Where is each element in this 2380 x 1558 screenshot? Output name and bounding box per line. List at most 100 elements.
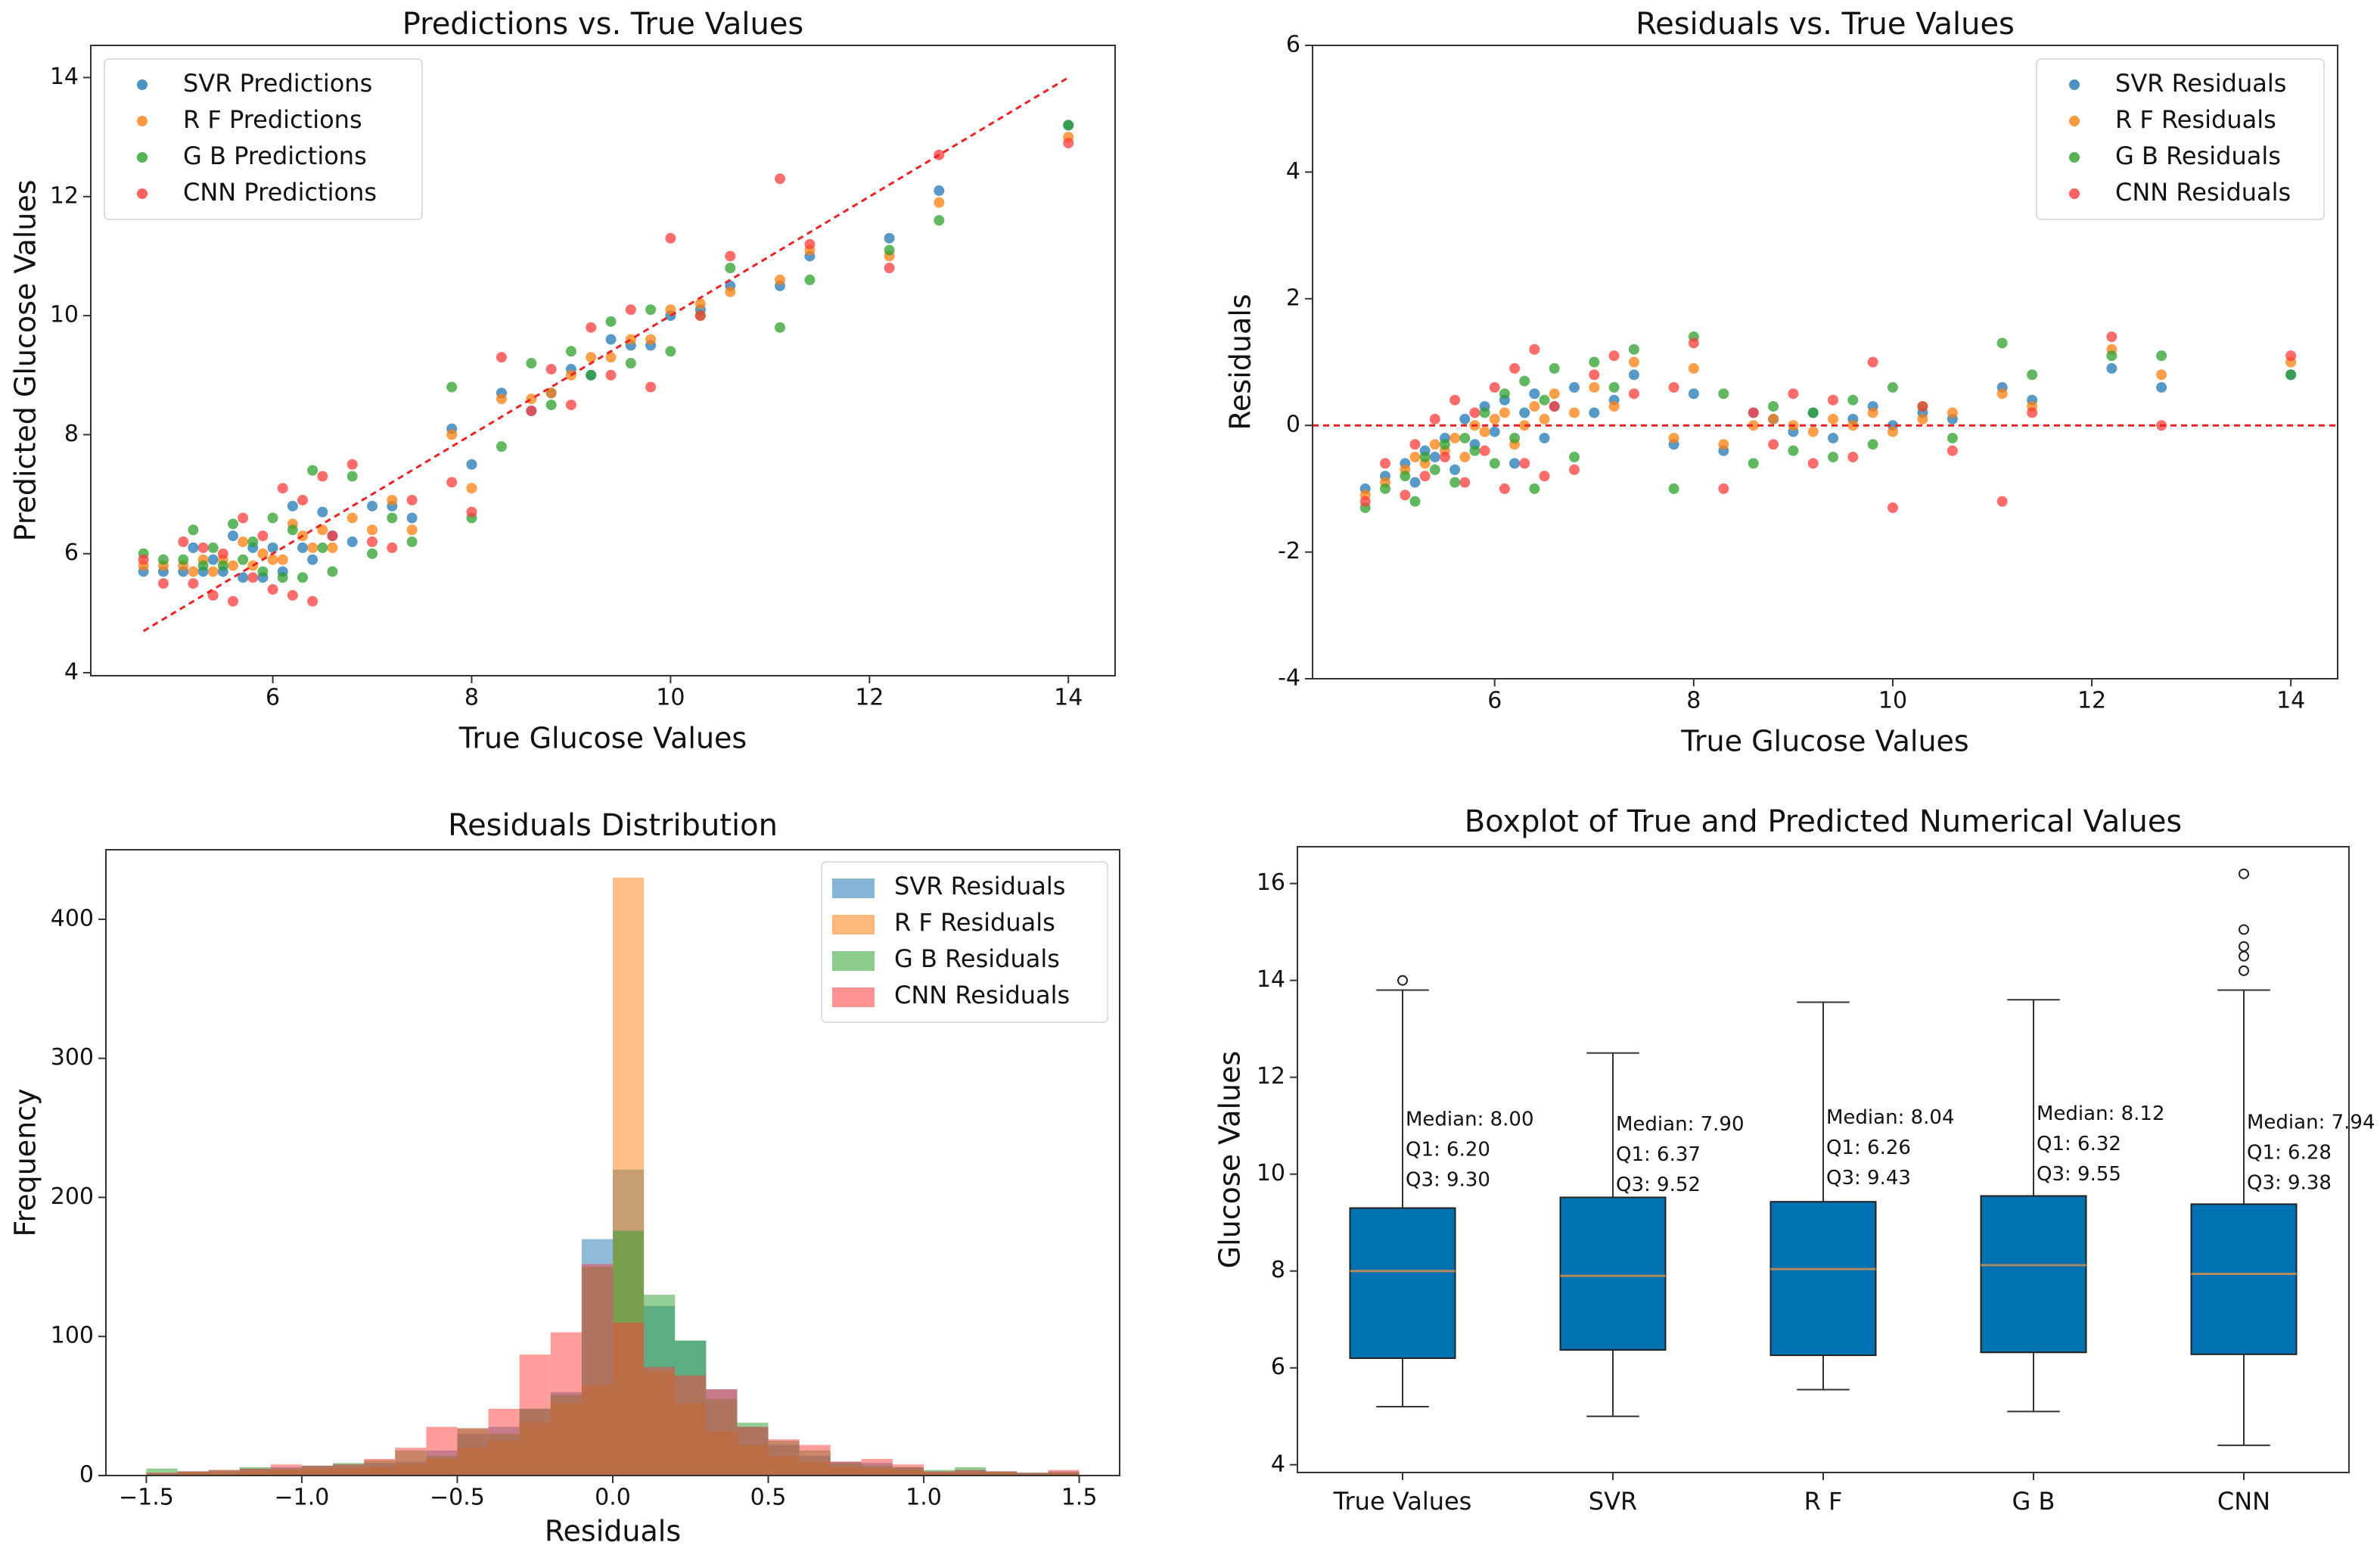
box-annotation: Q3: 9.43 xyxy=(1826,1167,1911,1189)
data-point xyxy=(605,334,617,345)
x-axis-label: Residuals xyxy=(545,1515,681,1548)
histogram-bar xyxy=(955,1469,986,1476)
x-tick-label: −1.5 xyxy=(119,1485,174,1511)
legend-marker-svr xyxy=(137,79,148,90)
data-point xyxy=(2106,331,2117,343)
data-point xyxy=(1807,407,1819,418)
data-point xyxy=(466,459,477,470)
chart-title: Boxplot of True and Predicted Numerical … xyxy=(1465,804,2183,839)
data-point xyxy=(297,572,309,583)
histogram-bar xyxy=(1048,1469,1080,1476)
data-point xyxy=(804,274,816,285)
data-point xyxy=(804,238,816,250)
box-annotation: Q1: 6.37 xyxy=(1616,1143,1701,1166)
data-point xyxy=(1419,452,1431,463)
data-point xyxy=(406,524,418,536)
plot-area xyxy=(146,877,1080,1476)
data-point xyxy=(545,387,557,399)
data-point xyxy=(1887,426,1898,437)
legend-marker-gb xyxy=(2069,152,2080,163)
histogram-bar xyxy=(177,1471,209,1476)
y-tick-label: 6 xyxy=(64,540,79,566)
legend-label: SVR Residuals xyxy=(2115,69,2286,98)
chart-boxplot: Boxplot of True and Predicted Numerical … xyxy=(1213,804,2375,1516)
x-tick-label: 10 xyxy=(656,685,685,711)
data-point xyxy=(645,334,657,345)
legend-label: R F Residuals xyxy=(894,908,1055,937)
data-point xyxy=(1867,407,1878,418)
data-point xyxy=(207,554,219,565)
histogram-bar xyxy=(270,1464,302,1476)
data-point xyxy=(406,536,418,548)
data-point xyxy=(267,512,278,524)
data-point xyxy=(327,566,338,577)
data-point xyxy=(1718,483,1729,494)
legend-label: CNN Residuals xyxy=(2115,178,2291,207)
data-point xyxy=(267,542,278,553)
histogram-bar xyxy=(488,1408,520,1476)
data-point xyxy=(227,530,238,542)
data-point xyxy=(496,441,507,452)
data-point xyxy=(1608,350,1620,362)
x-tick-label: 6 xyxy=(1487,688,1502,714)
data-point xyxy=(1589,356,1600,368)
data-point xyxy=(1449,432,1461,443)
data-point xyxy=(197,560,209,571)
data-point xyxy=(238,536,249,548)
data-point xyxy=(1489,426,1500,437)
data-point xyxy=(1429,439,1440,450)
data-point xyxy=(1479,445,1490,456)
data-point xyxy=(1688,388,1699,400)
data-point xyxy=(1847,452,1859,463)
data-point xyxy=(367,524,378,536)
data-point xyxy=(446,429,458,440)
data-point xyxy=(1768,413,1779,424)
data-point xyxy=(307,596,318,607)
data-point xyxy=(238,554,249,565)
data-point xyxy=(1359,496,1371,507)
y-tick-label: -4 xyxy=(1278,665,1300,692)
data-point xyxy=(1568,464,1580,475)
box-annotation: Median: 8.12 xyxy=(2037,1102,2164,1125)
data-point xyxy=(317,506,328,518)
y-tick-label: 6 xyxy=(1286,32,1300,58)
data-point xyxy=(207,542,219,553)
data-point xyxy=(884,263,895,274)
data-point xyxy=(2156,350,2167,362)
data-point xyxy=(178,554,189,565)
data-point xyxy=(934,185,945,196)
x-tick-label: 12 xyxy=(2077,688,2106,714)
data-point xyxy=(1439,439,1450,450)
y-axis-label: Frequency xyxy=(9,1088,42,1236)
data-point xyxy=(1449,477,1461,488)
data-point xyxy=(1608,401,1620,412)
x-tick-label: 14 xyxy=(2276,688,2305,714)
data-point xyxy=(774,173,785,185)
data-point xyxy=(1847,394,1859,406)
data-point xyxy=(367,548,378,559)
data-point xyxy=(665,346,676,357)
data-point xyxy=(2106,350,2117,362)
data-point xyxy=(197,542,209,553)
data-point xyxy=(466,506,477,518)
data-point xyxy=(1887,381,1898,393)
data-point xyxy=(1748,407,1759,418)
data-point xyxy=(1499,388,1510,400)
box-annotation: Median: 8.00 xyxy=(1406,1109,1533,1131)
histogram-bar xyxy=(1017,1472,1049,1476)
series-gb xyxy=(138,120,1074,583)
data-point xyxy=(1828,413,1839,424)
data-point xyxy=(1063,138,1074,149)
y-tick-label: 8 xyxy=(64,421,79,447)
outlier-point xyxy=(2239,868,2249,879)
box-3: Median: 8.04 Q1: 6.26 Q3: 9.43 xyxy=(1769,1001,1954,1391)
legend-marker-cnn xyxy=(137,188,148,199)
data-point xyxy=(1807,426,1819,437)
data-point xyxy=(1568,407,1580,418)
data-point xyxy=(2106,362,2117,374)
data-point xyxy=(1459,432,1471,443)
chart-title: Residuals Distribution xyxy=(448,808,778,843)
data-point xyxy=(1668,432,1679,443)
outlier-point xyxy=(2239,965,2249,976)
data-point xyxy=(1828,432,1839,443)
